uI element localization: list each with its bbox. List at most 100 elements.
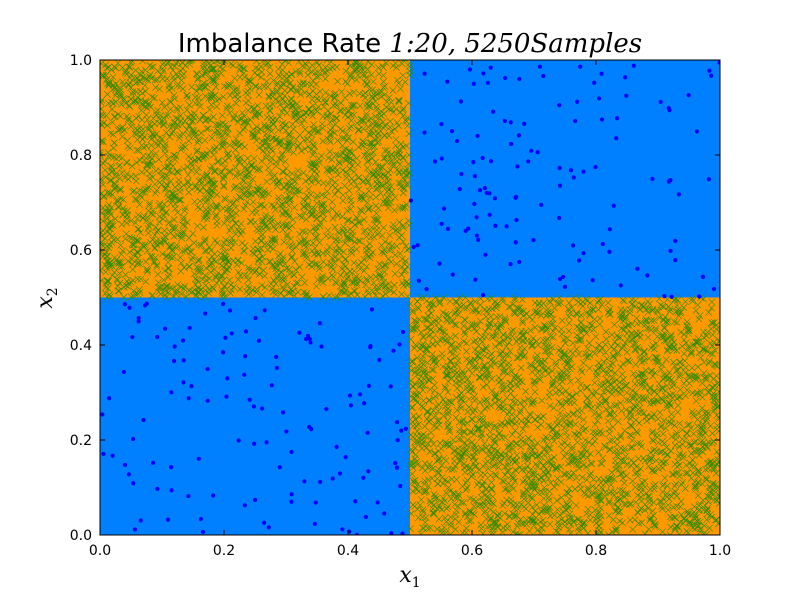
majority-point — [603, 355, 611, 363]
majority-point — [156, 284, 164, 291]
majority-point — [154, 67, 162, 75]
majority-point — [609, 352, 617, 360]
majority-point — [360, 125, 367, 133]
majority-point — [138, 68, 146, 76]
majority-point — [620, 445, 628, 452]
majority-point — [476, 374, 484, 382]
majority-point — [692, 390, 700, 398]
majority-point — [606, 361, 614, 369]
majority-point — [694, 422, 701, 430]
majority-point — [492, 472, 500, 480]
majority-point — [476, 336, 484, 343]
majority-point — [150, 133, 158, 141]
majority-point — [275, 194, 283, 201]
majority-point — [523, 310, 531, 318]
majority-point — [558, 325, 565, 333]
majority-point — [387, 182, 395, 190]
majority-point — [661, 449, 669, 457]
majority-point — [103, 64, 111, 72]
majority-point — [195, 177, 203, 185]
majority-point — [486, 522, 494, 530]
majority-point — [193, 168, 201, 176]
majority-point — [427, 300, 434, 308]
chart-title: Imbalance Rate 1:20, 5250Samples — [178, 29, 642, 59]
majority-point — [268, 201, 275, 209]
majority-point — [597, 528, 605, 535]
majority-point — [406, 60, 413, 67]
majority-point — [307, 146, 315, 154]
majority-point — [349, 138, 357, 146]
majority-point — [602, 328, 610, 336]
majority-point — [266, 169, 274, 177]
majority-point — [342, 78, 350, 85]
majority-point — [162, 129, 170, 136]
majority-point — [550, 454, 558, 461]
majority-point — [250, 164, 258, 172]
majority-point — [315, 128, 323, 136]
majority-point — [683, 527, 691, 535]
majority-point — [227, 244, 235, 252]
majority-point — [505, 351, 512, 359]
majority-point — [397, 140, 405, 148]
majority-point — [530, 396, 538, 404]
majority-point — [343, 235, 351, 242]
majority-point — [114, 60, 122, 67]
majority-point — [442, 371, 449, 379]
majority-point — [281, 194, 289, 202]
majority-point — [407, 367, 415, 374]
majority-point — [207, 101, 215, 109]
majority-point — [209, 75, 217, 83]
majority-point — [211, 168, 219, 175]
majority-point — [294, 173, 301, 181]
majority-point — [541, 357, 549, 365]
majority-point — [227, 281, 235, 289]
majority-point — [341, 94, 349, 102]
majority-point — [464, 375, 472, 383]
majority-point — [100, 138, 105, 145]
majority-point — [619, 317, 627, 325]
majority-point — [645, 355, 653, 362]
majority-point — [197, 176, 205, 184]
majority-point — [424, 440, 432, 448]
majority-point — [148, 253, 156, 261]
majority-point — [353, 76, 360, 84]
majority-point — [298, 147, 305, 155]
majority-point — [658, 505, 666, 513]
majority-point — [215, 131, 223, 139]
majority-point — [375, 114, 383, 121]
majority-point — [700, 522, 708, 530]
majority-point — [109, 191, 116, 199]
majority-point — [573, 331, 581, 339]
majority-point — [630, 370, 638, 377]
majority-point — [706, 340, 714, 347]
majority-point — [347, 206, 354, 213]
majority-point — [174, 121, 182, 129]
majority-point — [610, 321, 618, 329]
majority-point — [423, 315, 430, 323]
majority-point — [296, 131, 304, 139]
majority-point — [577, 381, 585, 389]
majority-point — [489, 334, 497, 342]
majority-point — [565, 474, 573, 481]
majority-point — [696, 312, 704, 320]
majority-point — [384, 183, 392, 191]
majority-point — [684, 344, 692, 352]
majority-point — [527, 478, 535, 486]
majority-point — [451, 447, 459, 454]
majority-point — [194, 76, 201, 84]
majority-point — [361, 226, 369, 234]
majority-point — [514, 505, 522, 513]
majority-point — [381, 261, 388, 269]
majority-point — [283, 265, 291, 272]
majority-point — [158, 206, 166, 214]
majority-point — [645, 305, 653, 313]
majority-point — [602, 370, 610, 377]
majority-point — [449, 317, 457, 325]
majority-point — [358, 115, 365, 123]
majority-point — [489, 462, 497, 470]
majority-point — [232, 220, 240, 228]
majority-point — [561, 453, 568, 460]
majority-point — [252, 83, 260, 91]
majority-point — [318, 209, 326, 217]
majority-point — [544, 308, 552, 316]
